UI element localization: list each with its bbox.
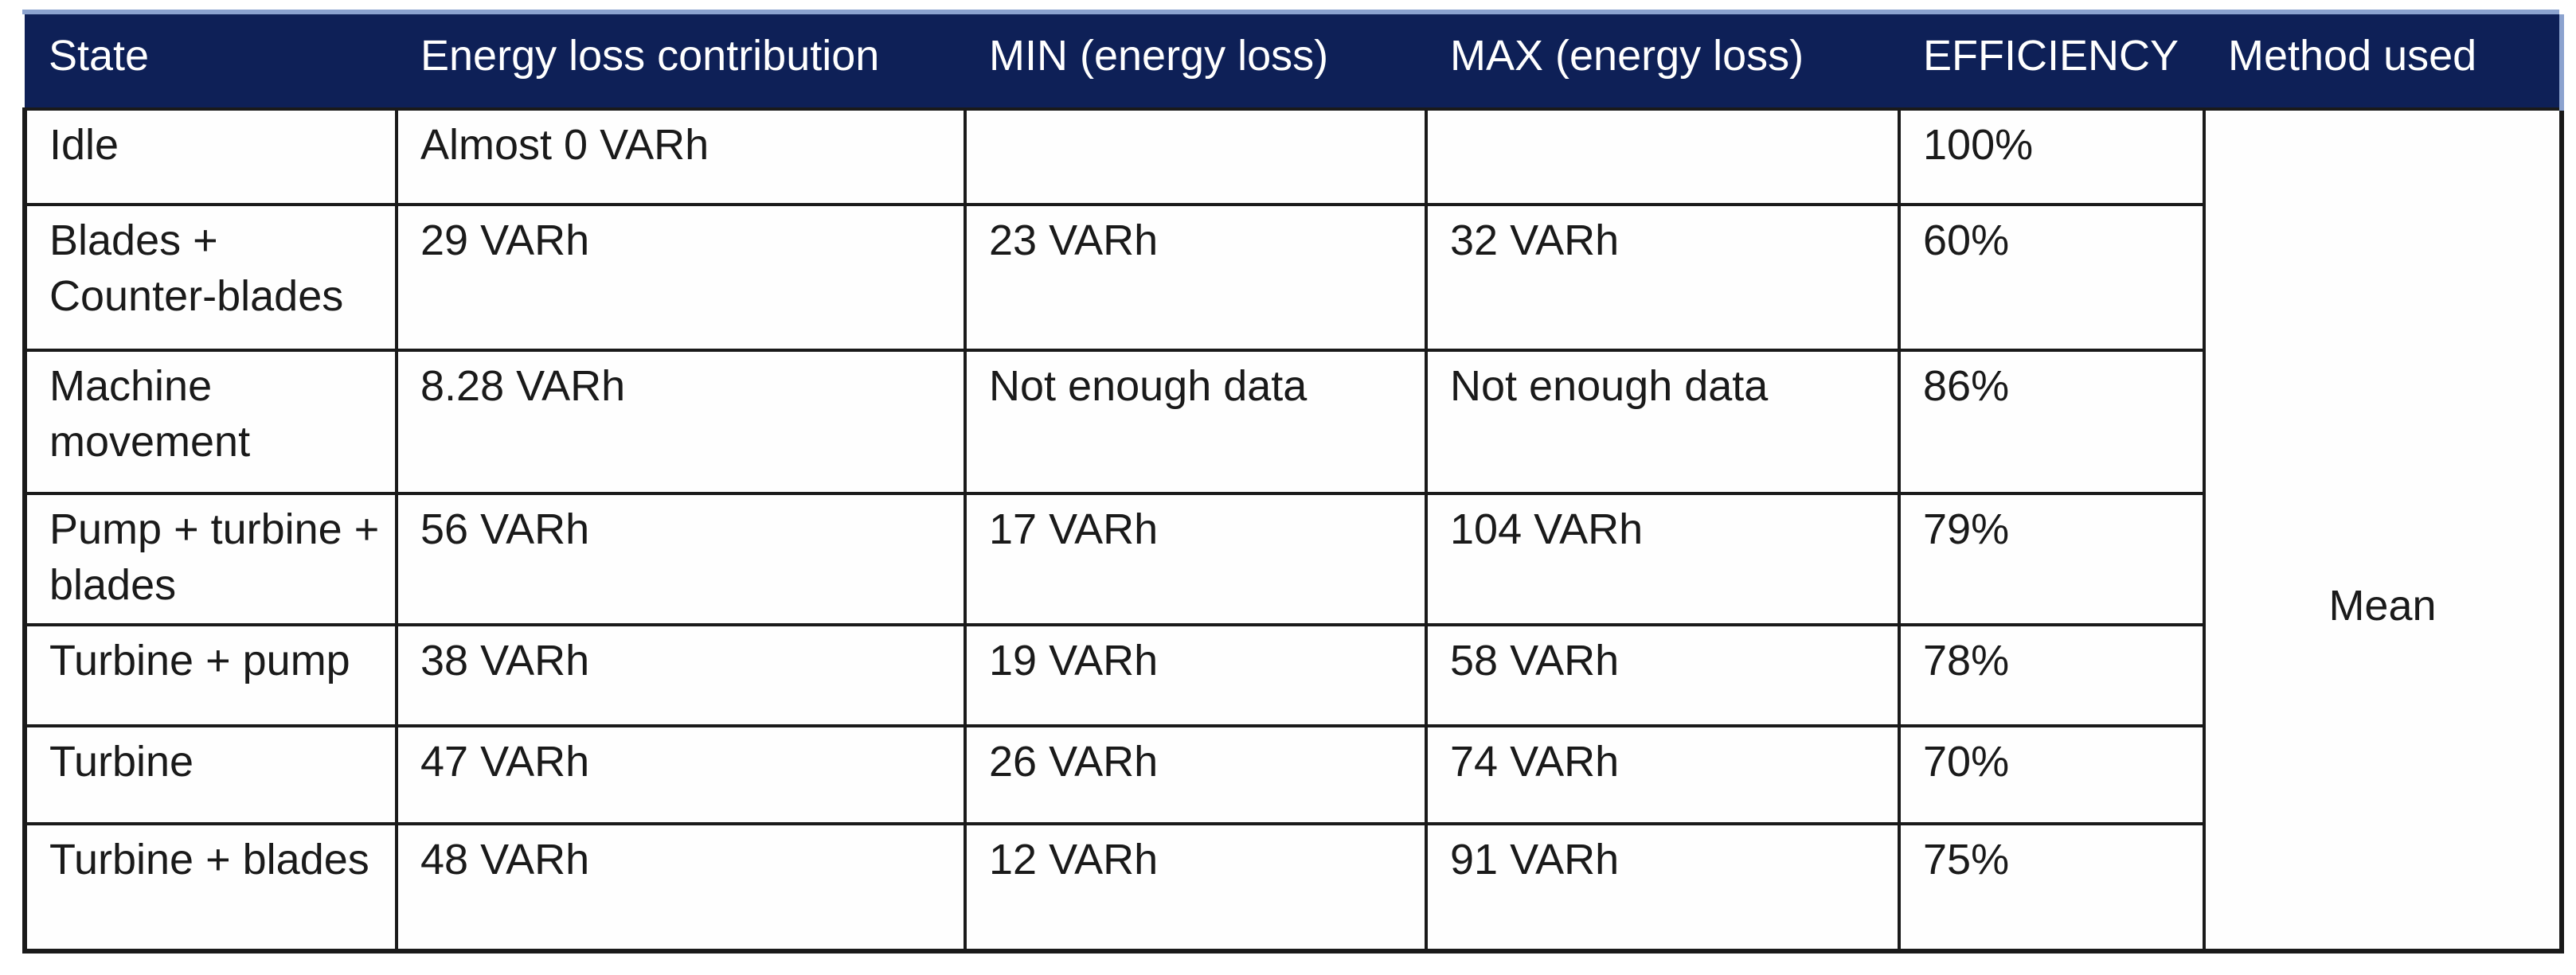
column-header-state: State — [25, 14, 397, 109]
cell-max: 74 VARh — [1425, 724, 1901, 825]
cell-efficiency: 75% — [1898, 822, 2206, 954]
cell-state: Idle — [22, 107, 398, 206]
cell-state: Pump + turbine + blades — [22, 492, 398, 626]
table-row: Turbine + pump 38 VARh 19 VARh 58 VARh 7… — [22, 623, 2562, 727]
cell-contribution: 48 VARh — [395, 822, 967, 954]
cell-min: 17 VARh — [964, 492, 1428, 626]
cell-min: 23 VARh — [964, 203, 1428, 352]
table-row: Machine movement 8.28 VARh Not enough da… — [22, 349, 2562, 495]
column-header-max: MAX (energy loss) — [1426, 14, 1899, 109]
cell-min: 26 VARh — [964, 724, 1428, 825]
column-header-min: MIN (energy loss) — [965, 14, 1426, 109]
cell-contribution: Almost 0 VARh — [395, 107, 967, 206]
cell-efficiency: 60% — [1898, 203, 2206, 352]
cell-state: Turbine + pump — [22, 623, 398, 727]
cell-efficiency: 70% — [1898, 724, 2206, 825]
energy-loss-table: State Energy loss contribution MIN (ener… — [22, 14, 2564, 954]
cell-contribution: 47 VARh — [395, 724, 967, 825]
cell-method-used-merged: Mean — [2203, 107, 2564, 954]
table-top-accent-strip — [22, 10, 2559, 14]
cell-max: Not enough data — [1425, 349, 1901, 495]
cell-min: Not enough data — [964, 349, 1428, 495]
table-row: Pump + turbine + blades 56 VARh 17 VARh … — [22, 492, 2562, 626]
table-row: Turbine 47 VARh 26 VARh 74 VARh 70% — [22, 724, 2562, 825]
table-row: Turbine + blades 48 VARh 12 VARh 91 VARh… — [22, 822, 2562, 954]
table-header-row: State Energy loss contribution MIN (ener… — [25, 14, 2564, 109]
table-row: Blades + Counter-blades 29 VARh 23 VARh … — [22, 203, 2562, 352]
cell-contribution: 56 VARh — [395, 492, 967, 626]
table-row: Idle Almost 0 VARh 100% Mean — [22, 107, 2564, 954]
cell-state: Blades + Counter-blades — [22, 203, 398, 352]
column-header-method: Method used — [2204, 14, 2564, 109]
cell-max: 91 VARh — [1425, 822, 1901, 954]
energy-loss-table-container: State Energy loss contribution MIN (ener… — [22, 10, 2564, 954]
cell-max: 58 VARh — [1425, 623, 1901, 727]
cell-efficiency: 86% — [1898, 349, 2206, 495]
cell-max: 104 VARh — [1425, 492, 1901, 626]
cell-max — [1425, 107, 1901, 206]
cell-min: 12 VARh — [964, 822, 1428, 954]
cell-efficiency: 100% — [1898, 107, 2206, 206]
cell-efficiency: 78% — [1898, 623, 2206, 727]
cell-state: Turbine — [22, 724, 398, 825]
cell-min: 19 VARh — [964, 623, 1428, 727]
cell-state: Turbine + blades — [22, 822, 398, 954]
cell-max: 32 VARh — [1425, 203, 1901, 352]
cell-contribution: 8.28 VARh — [395, 349, 967, 495]
cell-contribution: 38 VARh — [395, 623, 967, 727]
column-header-contribution: Energy loss contribution — [397, 14, 965, 109]
cell-contribution: 29 VARh — [395, 203, 967, 352]
column-header-efficiency: EFFICIENCY — [1899, 14, 2204, 109]
cell-state: Machine movement — [22, 349, 398, 495]
cell-efficiency: 79% — [1898, 492, 2206, 626]
cell-min — [964, 107, 1428, 206]
